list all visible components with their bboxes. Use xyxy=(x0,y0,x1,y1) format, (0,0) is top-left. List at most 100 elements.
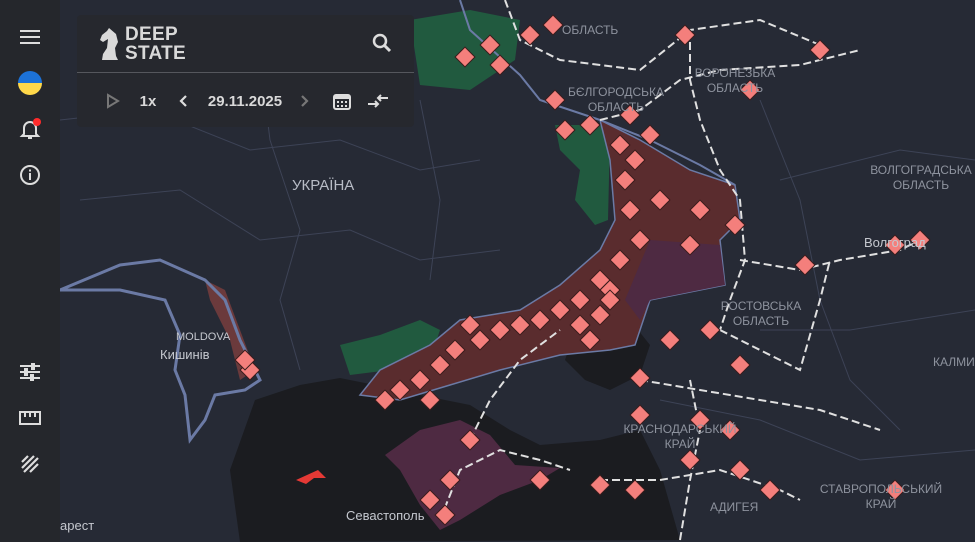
sidebar xyxy=(0,0,60,542)
event-marker[interactable] xyxy=(619,199,641,221)
event-marker[interactable] xyxy=(629,404,651,426)
event-marker[interactable] xyxy=(624,149,646,171)
event-marker[interactable] xyxy=(529,309,551,331)
event-marker[interactable] xyxy=(459,314,481,336)
event-marker[interactable] xyxy=(374,389,396,411)
event-marker[interactable] xyxy=(409,369,431,391)
label-kalmykia: КАЛМИ xyxy=(933,355,975,369)
event-marker[interactable] xyxy=(794,254,816,276)
event-marker[interactable] xyxy=(434,504,456,526)
menu-button[interactable] xyxy=(15,22,45,52)
draw-button[interactable] xyxy=(15,449,45,479)
event-marker[interactable] xyxy=(724,214,746,236)
event-marker[interactable] xyxy=(659,329,681,351)
label-ukraine: УКРАЇНА xyxy=(292,177,355,194)
label-volgograd-oblast: ВОЛГОГРАДСЬКА ОБЛАСТЬ xyxy=(870,163,972,192)
event-marker[interactable] xyxy=(419,389,441,411)
event-marker[interactable] xyxy=(549,299,571,321)
liberated-area-kharkiv xyxy=(555,125,610,225)
event-marker[interactable] xyxy=(419,489,441,511)
event-marker[interactable] xyxy=(589,474,611,496)
event-marker[interactable] xyxy=(609,249,631,271)
label-bucharest: арест xyxy=(60,518,95,533)
date-display[interactable]: 29.11.2025 xyxy=(207,92,283,110)
event-marker[interactable] xyxy=(629,367,651,389)
info-button[interactable] xyxy=(15,160,45,190)
event-marker[interactable] xyxy=(629,229,651,251)
event-marker[interactable] xyxy=(599,289,621,311)
event-marker[interactable] xyxy=(554,119,576,141)
occupied-area-donbas xyxy=(625,240,725,320)
event-marker[interactable] xyxy=(639,124,661,146)
measure-button[interactable] xyxy=(15,403,45,433)
label-sevastopol: Севастополь xyxy=(346,508,425,523)
event-marker[interactable] xyxy=(234,349,256,371)
event-marker[interactable] xyxy=(439,469,461,491)
event-marker[interactable] xyxy=(729,459,751,481)
label-volgograd: Волгоград xyxy=(864,235,926,250)
calendar-icon xyxy=(333,94,351,110)
play-button[interactable] xyxy=(103,89,123,113)
notifications-button[interactable] xyxy=(15,114,45,144)
previous-day-button[interactable] xyxy=(175,89,191,113)
event-marker[interactable] xyxy=(489,54,511,76)
search-button[interactable] xyxy=(370,31,394,55)
event-marker[interactable] xyxy=(589,304,611,326)
event-marker[interactable] xyxy=(609,134,631,156)
event-marker[interactable] xyxy=(479,34,501,56)
event-marker[interactable] xyxy=(569,314,591,336)
event-marker[interactable] xyxy=(579,329,601,351)
occupied-area xyxy=(358,118,741,401)
event-marker[interactable] xyxy=(884,234,906,256)
ruler-icon xyxy=(19,411,41,425)
notification-badge xyxy=(33,118,41,126)
event-marker[interactable] xyxy=(759,479,781,501)
event-marker[interactable] xyxy=(884,479,906,501)
ukraine-flag-icon xyxy=(18,71,42,95)
event-marker[interactable] xyxy=(489,319,511,341)
label-voronezh: ВОРОНЕЗЬКА ОБЛАСТЬ xyxy=(694,66,776,95)
event-marker[interactable] xyxy=(579,114,601,136)
speed-button[interactable]: 1x xyxy=(139,92,157,110)
label-belgorod: БЄЛГОРОДСЬКА ОБЛАСТЬ xyxy=(567,85,664,114)
event-marker[interactable] xyxy=(679,234,701,256)
event-marker[interactable] xyxy=(429,354,451,376)
event-marker[interactable] xyxy=(509,314,531,336)
event-marker[interactable] xyxy=(454,46,476,68)
calendar-button[interactable] xyxy=(331,89,353,113)
event-marker[interactable] xyxy=(619,104,641,126)
event-marker[interactable] xyxy=(739,79,761,101)
event-marker[interactable] xyxy=(679,449,701,471)
compare-button[interactable] xyxy=(365,89,391,113)
event-marker[interactable] xyxy=(809,39,831,61)
event-marker[interactable] xyxy=(389,379,411,401)
event-marker[interactable] xyxy=(729,354,751,376)
event-marker[interactable] xyxy=(689,199,711,221)
hamburger-icon xyxy=(20,30,40,44)
event-marker[interactable] xyxy=(719,419,741,441)
event-marker[interactable] xyxy=(529,469,551,491)
event-marker[interactable] xyxy=(459,429,481,451)
event-marker[interactable] xyxy=(689,409,711,431)
event-marker[interactable] xyxy=(674,24,696,46)
event-marker[interactable] xyxy=(542,14,564,36)
event-marker[interactable] xyxy=(444,339,466,361)
filters-button[interactable] xyxy=(15,357,45,387)
event-marker[interactable] xyxy=(519,24,541,46)
logo-line-1: DEEP xyxy=(125,24,178,45)
event-marker[interactable] xyxy=(614,169,636,191)
label-rostov: РОСТОВСЬКА ОБЛАСТЬ xyxy=(720,299,802,328)
event-marker[interactable] xyxy=(699,319,721,341)
label-chisinau: Кишинів xyxy=(160,347,210,362)
moldova-border xyxy=(59,258,262,444)
event-marker[interactable] xyxy=(544,89,566,111)
event-marker[interactable] xyxy=(624,479,646,501)
event-marker[interactable] xyxy=(469,329,491,351)
next-day-button[interactable] xyxy=(297,89,313,113)
event-marker[interactable] xyxy=(909,229,931,251)
event-marker[interactable] xyxy=(649,189,671,211)
event-marker[interactable] xyxy=(569,289,591,311)
logo: DEEP STATE xyxy=(99,25,186,63)
language-button[interactable] xyxy=(15,68,45,98)
